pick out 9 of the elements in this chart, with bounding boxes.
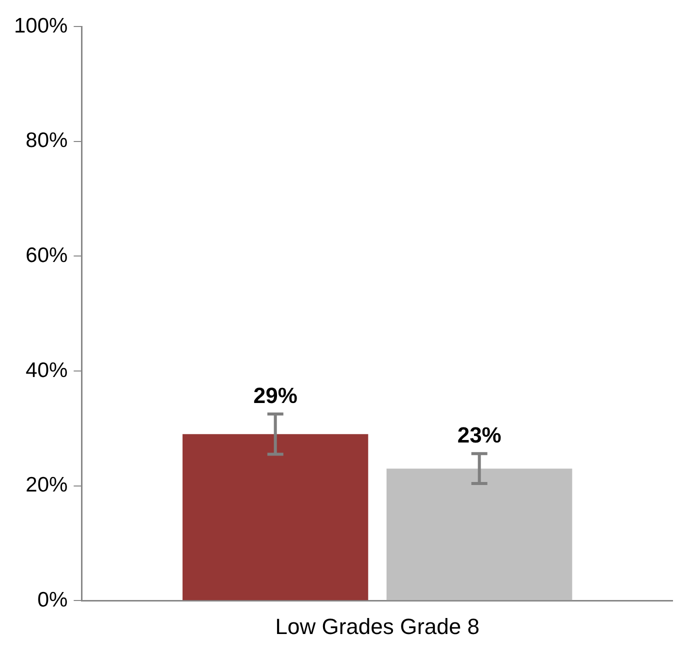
y-tick-label: 80% xyxy=(26,129,68,152)
y-tick-label: 40% xyxy=(26,358,68,382)
y-tick-label: 20% xyxy=(26,474,68,497)
data-label: 29% xyxy=(253,383,298,408)
y-tick-label: 100% xyxy=(14,14,68,38)
x-tick-label: Low Grades Grade 8 xyxy=(275,614,480,639)
y-tick-label: 0% xyxy=(37,588,68,612)
data-label: 23% xyxy=(457,422,502,448)
y-tick-label: 60% xyxy=(26,244,68,267)
